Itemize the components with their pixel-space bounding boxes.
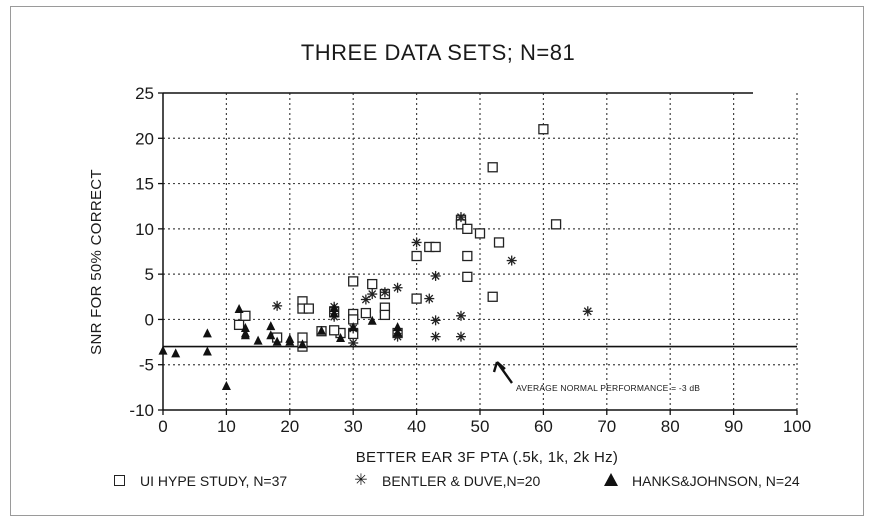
data-point-triangle <box>221 380 231 390</box>
reference-annotation: AVERAGE NORMAL PERFORMANCE = -3 dB <box>492 361 700 393</box>
y-tick-label: 20 <box>135 129 154 148</box>
data-point-asterisk <box>430 331 441 342</box>
data-point-square <box>493 237 505 248</box>
data-point-square <box>329 325 340 336</box>
data-point-square <box>348 276 359 287</box>
data-point-triangle <box>348 322 358 332</box>
data-point-triangle <box>253 335 263 345</box>
legend-label: UI HYPE STUDY, N=37 <box>140 473 288 489</box>
data-point-asterisk <box>360 294 371 305</box>
y-tick-label: -10 <box>129 401 154 420</box>
data-point-triangle <box>272 336 282 346</box>
data-point-square <box>360 307 372 319</box>
data-point-square <box>550 219 562 230</box>
data-point-square <box>379 309 391 321</box>
data-point-triangle <box>240 322 250 332</box>
data-point-triangle <box>285 336 295 346</box>
triangle-marker-icon <box>600 473 622 489</box>
legend-item-bentler-duve: ✳ BENTLER & DUVE,N=20 <box>350 472 541 490</box>
data-point-asterisk <box>582 306 593 317</box>
legend-item-hanks-johnson: HANKS&JOHNSON, N=24 <box>600 473 800 489</box>
data-point-square <box>462 223 473 235</box>
data-point-square <box>240 310 251 321</box>
data-point-triangle <box>367 315 377 325</box>
legend-label: HANKS&JOHNSON, N=24 <box>632 473 800 489</box>
x-axis-label: BETTER EAR 3F PTA (.5k, 1k, 2k Hz) <box>356 449 618 466</box>
y-tick-label: 25 <box>135 84 154 103</box>
tick-labels: 0 10 20 30 40 50 60 70 80 90 100 -10 -5 0 5 10 15 20 25 <box>129 84 811 436</box>
data-point-triangle <box>158 345 168 355</box>
data-point-triangle <box>202 346 212 356</box>
data-point-asterisk <box>430 270 441 281</box>
data-point-triangle <box>317 325 326 335</box>
axes <box>158 92 798 415</box>
annotation-arrow <box>492 361 513 384</box>
x-tick-label: 60 <box>534 417 553 436</box>
data-point-square <box>462 271 473 283</box>
data-point-square <box>411 250 422 262</box>
legend-label: BENTLER & DUVE,N=20 <box>382 473 541 489</box>
y-axis-label: SNR FOR 50% CORRECT <box>88 169 105 355</box>
data-point-square <box>462 250 473 262</box>
y-tick-label: 15 <box>135 175 154 194</box>
data-point-square <box>367 278 378 290</box>
data-point-triangle <box>266 321 276 331</box>
data-point-asterisk <box>367 289 378 300</box>
y-tick-label: 0 <box>145 310 154 329</box>
x-tick-label: 70 <box>597 417 616 436</box>
x-tick-label: 30 <box>344 417 363 436</box>
data-point-triangle <box>393 322 403 332</box>
data-point-square <box>303 303 314 314</box>
legend: UI HYPE STUDY, N=37 ✳ BENTLER & DUVE,N=2… <box>0 473 876 493</box>
y-tick-label: -5 <box>139 356 154 375</box>
data-point-asterisk <box>424 293 435 304</box>
data-point-asterisk <box>430 315 441 326</box>
x-tick-label: 90 <box>724 417 743 436</box>
y-tick-label: 10 <box>135 220 154 239</box>
data-point-triangle <box>336 332 346 342</box>
data-point-triangle <box>329 308 339 318</box>
data-point-asterisk <box>272 300 283 311</box>
data-point-square <box>233 319 245 331</box>
data-point-triangle <box>329 303 339 313</box>
data-point-square <box>430 241 441 253</box>
data-point-asterisk <box>379 287 390 298</box>
data-point-square <box>487 162 498 173</box>
x-tick-label: 20 <box>280 417 299 436</box>
data-point-asterisk <box>392 282 403 293</box>
data-point-square <box>474 228 486 239</box>
chart-frame <box>10 6 864 516</box>
data-point-triangle <box>234 303 244 313</box>
data-point-triangle <box>266 330 276 340</box>
legend-item-ui-hype: UI HYPE STUDY, N=37 <box>108 473 287 489</box>
data-point-square <box>411 293 422 304</box>
data-point-triangle <box>240 330 250 340</box>
x-tick-label: 80 <box>661 417 680 436</box>
data-point-triangle <box>171 348 181 358</box>
data-point-triangle <box>202 328 212 338</box>
asterisk-marker-icon: ✳ <box>354 472 368 489</box>
reference-line-label: AVERAGE NORMAL PERFORMANCE = -3 dB <box>516 383 700 393</box>
data-point-triangle <box>297 339 307 349</box>
data-point-asterisk <box>411 237 422 248</box>
data-point-triangle <box>393 327 403 337</box>
data-point-asterisk <box>506 255 517 266</box>
data-point-asterisk <box>455 331 466 342</box>
data-point-asterisk <box>455 212 466 223</box>
data-point-square <box>487 291 498 302</box>
x-tick-label: 100 <box>783 417 811 436</box>
data-points <box>158 124 593 390</box>
chart-title: THREE DATA SETS; N=81 <box>300 40 576 65</box>
x-tick-label: 0 <box>158 417 167 436</box>
y-tick-label: 5 <box>145 265 154 284</box>
x-tick-label: 40 <box>407 417 426 436</box>
square-marker-icon <box>108 473 130 489</box>
x-tick-label: 10 <box>217 417 236 436</box>
data-point-square <box>538 124 549 135</box>
grid-lines <box>163 93 798 410</box>
data-point-asterisk <box>455 310 466 321</box>
x-tick-label: 50 <box>471 417 490 436</box>
data-point-asterisk <box>348 337 359 348</box>
